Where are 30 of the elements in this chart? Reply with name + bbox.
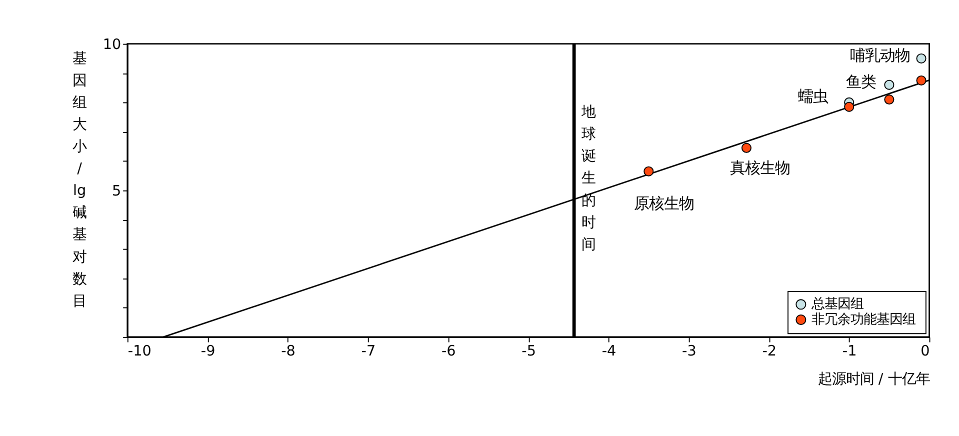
point: [884, 80, 894, 90]
x-tick-label: -10: [128, 344, 152, 360]
annotation: 鱼类: [846, 72, 876, 91]
point: [916, 75, 926, 86]
point: [644, 166, 654, 176]
x-tick-label: -8: [281, 344, 296, 360]
annotation: 真核生物: [730, 158, 790, 177]
x-tick-label: -6: [441, 344, 456, 360]
annotation: 蠕虫: [798, 87, 828, 106]
x-tick-label: 0: [920, 344, 930, 360]
ref-line-label: 地球诞生的时间: [580, 104, 596, 253]
text: 基因组大小 / lg 碱基对数目: [72, 50, 87, 310]
point: [741, 142, 752, 153]
point: [916, 53, 926, 64]
x-tick-label: -3: [682, 344, 696, 360]
x-tick-label: -7: [361, 344, 376, 360]
x-tick-label: -4: [602, 344, 616, 360]
y-tick-label: 10: [102, 37, 122, 54]
annotation: 哺乳动物: [850, 46, 910, 64]
x-tick-label: -9: [200, 344, 216, 360]
legend-label: 总基因组: [810, 297, 864, 312]
point: [844, 102, 854, 112]
x-tick-label: -2: [762, 344, 777, 360]
y-tick-label: 5: [112, 184, 122, 200]
x-tick-label: -5: [522, 344, 536, 360]
point: [884, 94, 894, 105]
x-tick-label: -1: [842, 344, 857, 360]
legend-label: 非冗余功能基因组: [811, 312, 916, 328]
x-axis-title: 起源时间 / 十亿年: [818, 371, 930, 388]
annotation: 原核生物: [634, 194, 694, 213]
